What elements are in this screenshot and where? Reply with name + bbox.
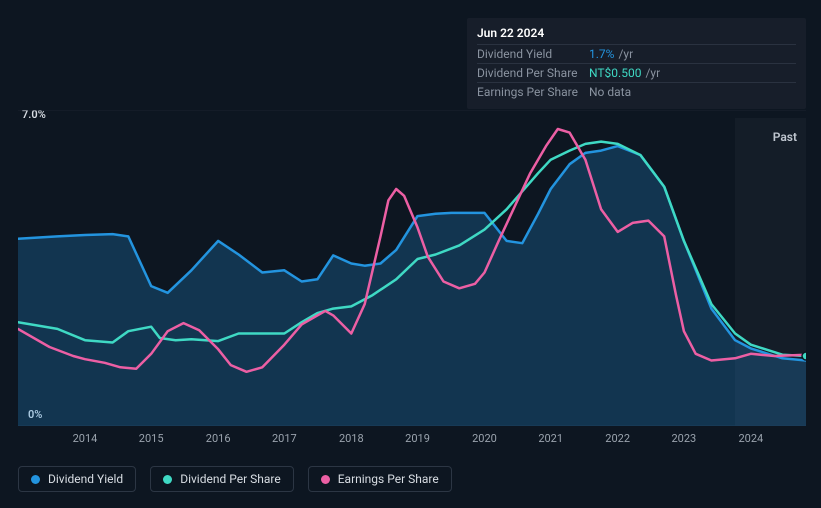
chart-plot-area[interactable]	[18, 110, 806, 426]
x-axis: 2014 2015 2016 2017 2018 2019 2020 2021 2022 2023…	[18, 432, 806, 450]
tooltip-value: No data	[589, 85, 631, 99]
legend-label: Earnings Per Share	[338, 472, 439, 486]
x-axis-tick: 2021	[538, 432, 563, 445]
legend-swatch-icon	[321, 475, 330, 484]
x-axis-tick: 2020	[472, 432, 497, 445]
legend-item[interactable]: Earnings Per Share	[308, 466, 452, 492]
legend-swatch-icon	[31, 475, 40, 484]
x-axis-tick: 2015	[139, 432, 164, 445]
x-axis-tick: 2023	[671, 432, 696, 445]
tooltip-row: Dividend Yield1.7%/yr	[477, 44, 796, 63]
tooltip-key: Dividend Per Share	[477, 66, 589, 80]
tooltip-row: Dividend Per ShareNT$0.500/yr	[477, 63, 796, 82]
tooltip-key: Dividend Yield	[477, 47, 589, 61]
x-axis-tick: 2024	[738, 432, 763, 445]
tooltip-key: Earnings Per Share	[477, 85, 589, 99]
chart-tooltip: Jun 22 2024 Dividend Yield1.7%/yrDividen…	[467, 18, 806, 109]
tooltip-title: Jun 22 2024	[477, 26, 796, 40]
tooltip-row: Earnings Per ShareNo data	[477, 82, 796, 101]
x-axis-tick: 2017	[272, 432, 297, 445]
legend-swatch-icon	[163, 475, 172, 484]
x-axis-tick: 2019	[405, 432, 430, 445]
x-axis-tick: 2016	[206, 432, 231, 445]
legend-item[interactable]: Dividend Yield	[18, 466, 136, 492]
legend-item[interactable]: Dividend Per Share	[150, 466, 294, 492]
tooltip-value: NT$0.500/yr	[589, 66, 660, 80]
chart-legend: Dividend Yield Dividend Per Share Earnings…	[18, 466, 452, 492]
legend-label: Dividend Yield	[48, 472, 123, 486]
tooltip-value: 1.7%/yr	[589, 47, 633, 61]
x-axis-tick: 2022	[605, 432, 630, 445]
chart-svg	[18, 110, 806, 426]
x-axis-tick: 2018	[339, 432, 364, 445]
legend-label: Dividend Per Share	[180, 472, 281, 486]
x-axis-tick: 2014	[73, 432, 98, 445]
